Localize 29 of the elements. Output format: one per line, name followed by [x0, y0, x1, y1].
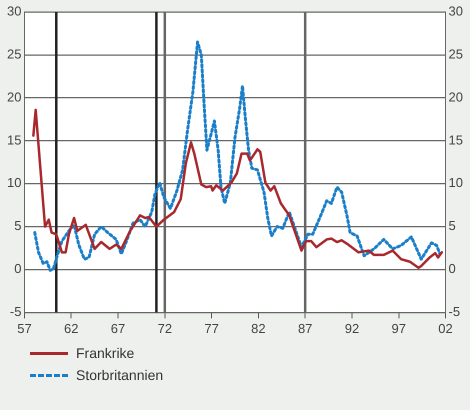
y2-tick-label: 20	[448, 89, 464, 104]
y2-tick-label: 15	[448, 132, 464, 148]
x-tick-label: 87	[298, 320, 312, 336]
y2-tick-label: 0	[448, 261, 456, 276]
y2-tick-label: 30	[448, 4, 464, 19]
y2-tick-label: 10	[448, 175, 464, 190]
x-tick-label: 57	[17, 320, 32, 336]
y-tick-label: 10	[6, 175, 22, 190]
legend-label: Storbritannien	[76, 367, 164, 383]
legend-label: Frankrike	[76, 345, 134, 361]
line-series	[33, 40, 442, 272]
y-tick-label: 30	[6, 4, 22, 19]
x-tick-label: 62	[64, 320, 78, 336]
y-tick-label: 20	[6, 89, 22, 104]
y-tick-label: -5	[10, 304, 22, 319]
x-tick-label: 72	[158, 320, 172, 336]
x-tick-label: 77	[204, 320, 219, 336]
y-tick-label: 25	[6, 46, 22, 62]
y-tick-label: 0	[14, 261, 22, 276]
y-tick-label: 5	[14, 218, 22, 234]
x-tick-label: 97	[392, 320, 406, 336]
y2-tick-label: -5	[448, 304, 460, 319]
y2-tick-label: 25	[448, 46, 464, 62]
y2-tick-label: 5	[448, 218, 456, 234]
x-tick-label: 92	[344, 320, 360, 336]
x-tick-label: 02	[438, 320, 453, 336]
x-tick-label: 82	[251, 320, 266, 336]
x-tick-label: 67	[110, 320, 126, 336]
y-tick-label: 15	[6, 132, 22, 148]
